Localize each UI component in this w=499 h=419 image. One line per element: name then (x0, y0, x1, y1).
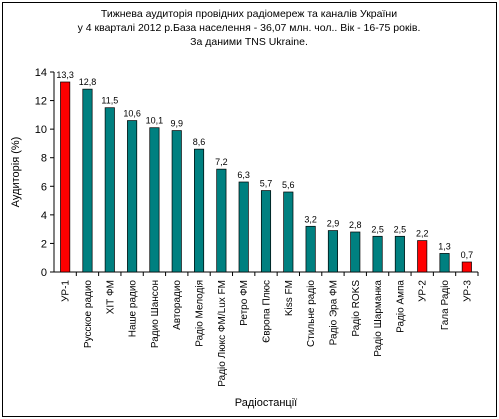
x-tick-label: Стильне радіо (306, 280, 317, 347)
y-tick-label: 2 (41, 238, 47, 250)
x-tick-label: Гала Радіо (440, 280, 451, 331)
x-tick-label: УР-1 (61, 280, 72, 302)
labels: 13,3 УР-1 12,8 Русское радио 11,5 ХІТ ФМ 10,6 Н… (56, 70, 473, 387)
data-label: 10,1 (146, 116, 164, 126)
y-tick-label: 4 (41, 210, 47, 222)
x-tick-label: Радіо Мелодія (195, 280, 206, 347)
x-tick-label: Радио Шансон (150, 280, 161, 348)
y-axis-label: Аудиторія (%) (10, 137, 22, 208)
bar (417, 240, 428, 273)
data-label: 3,2 (304, 214, 317, 224)
bar (238, 181, 249, 273)
chart-title-line: у 4 кварталі 2012 р.База населення - 36,… (78, 22, 421, 34)
y-tick-label: 10 (35, 124, 47, 136)
data-label: 2,8 (349, 220, 362, 230)
x-tick-label: Радіо Люкс ФМ/Lux FM (217, 280, 228, 387)
x-axis-label: Радіостанції (235, 397, 297, 409)
bar (60, 81, 71, 273)
data-label: 0,7 (461, 250, 474, 260)
x-tick-label: Радіо ROKS (351, 280, 362, 337)
bar (171, 130, 182, 273)
bar (194, 148, 205, 273)
bars (60, 81, 472, 273)
data-label: 11,5 (101, 96, 118, 106)
data-label: 2,5 (394, 224, 407, 234)
y-tick-label: 6 (41, 181, 47, 193)
axes: 0 2 4 6 8 10 12 14 Аудиторія (%) Радіостанції (10, 67, 479, 409)
x-tick-label: ХІТ ФМ (105, 280, 116, 314)
data-label: 5,7 (260, 179, 273, 189)
bar (104, 107, 115, 273)
chart-title-line: Тижнева аудиторія провідних радіомереж т… (101, 8, 397, 20)
y-tick-label: 8 (41, 153, 47, 165)
bar (149, 127, 160, 273)
x-tick-label: Русское радио (83, 280, 94, 348)
data-label: 2,2 (416, 229, 429, 239)
data-label: 7,2 (215, 157, 228, 167)
data-label: 8,6 (193, 137, 206, 147)
x-tick-label: УР-2 (418, 280, 429, 302)
bar (439, 253, 450, 273)
x-tick-label: Європа Плюс (262, 280, 273, 343)
bar (394, 235, 405, 273)
data-label: 1,3 (438, 241, 451, 251)
x-tick-label: Авторадио (172, 280, 183, 330)
bar (461, 261, 472, 273)
x-tick-label: Радіо Шарманка (373, 280, 384, 357)
x-tick-label: Ретро ФМ (239, 280, 250, 326)
y-tick-label: 0 (41, 267, 47, 279)
chart-title: Тижнева аудиторія провідних радіомереж т… (78, 8, 421, 48)
y-tick-label: 12 (35, 96, 47, 108)
data-label: 9,9 (170, 119, 183, 129)
bar (305, 225, 316, 273)
data-label: 5,6 (282, 180, 295, 190)
x-tick-label: Kiss FM (284, 280, 295, 316)
bar (283, 191, 294, 273)
data-label: 10,6 (123, 109, 141, 119)
y-tick-label: 14 (35, 67, 47, 79)
bar (260, 190, 272, 273)
x-tick-label: Радіо Эра ФМ (328, 280, 339, 345)
bar (82, 88, 93, 273)
bar (216, 168, 227, 273)
x-tick-label: Радіо Ампа (395, 280, 406, 333)
bar (350, 231, 361, 273)
data-label: 12,8 (79, 77, 97, 87)
bar (327, 230, 338, 273)
chart-title-line: За даними TNS Ukraine. (190, 36, 308, 48)
bar (127, 120, 138, 273)
x-tick-label: Наше радио (128, 280, 139, 338)
bar (372, 235, 383, 273)
data-label: 13,3 (56, 70, 74, 80)
data-label: 6,3 (237, 170, 250, 180)
x-tick-label: УР-3 (462, 280, 473, 302)
data-label: 2,5 (371, 224, 384, 234)
data-label: 2,9 (327, 219, 340, 229)
